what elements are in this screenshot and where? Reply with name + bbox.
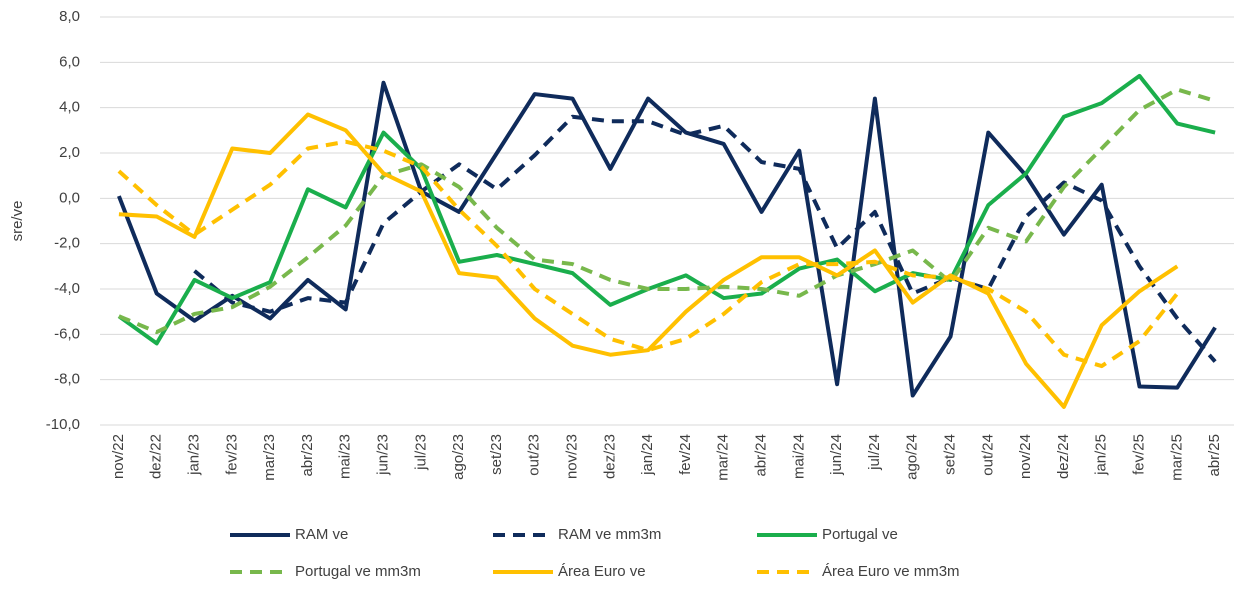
y-axis-label: sre/ve [9,201,26,242]
y-tick-label: 6,0 [59,53,80,70]
legend-label: RAM ve [295,526,348,543]
x-tick-label: jan/24 [639,434,656,476]
x-tick-label: out/23 [526,434,543,476]
x-tick-label: ago/24 [904,434,921,480]
legend-label: Área Euro ve [558,563,646,580]
x-tick-label: abr/25 [1206,434,1223,477]
x-tick-label: fev/25 [1130,434,1147,475]
x-tick-label: jan/23 [185,434,202,476]
series-line [118,87,1216,335]
y-tick-label: -8,0 [54,371,80,388]
x-tick-label: mar/24 [715,434,732,481]
y-tick-label: -2,0 [54,235,80,252]
x-tick-label: set/23 [488,434,505,475]
y-tick-label: -6,0 [54,325,80,342]
x-tick-label: dez/24 [1055,434,1072,479]
x-tick-label: jul/24 [866,434,883,471]
x-tick-label: jun/23 [374,434,391,476]
x-tick-label: nov/23 [563,434,580,479]
legend-label: Portugal ve mm3m [295,563,421,580]
x-tick-label: fev/24 [677,434,694,475]
x-tick-label: jun/24 [828,434,845,476]
y-tick-label: 4,0 [59,99,80,116]
y-tick-label: 8,0 [59,8,80,25]
x-tick-label: mai/24 [790,434,807,479]
x-tick-label: nov/24 [1017,434,1034,479]
x-tick-label: fev/23 [223,434,240,475]
x-tick-label: dez/22 [148,434,165,479]
x-tick-label: nov/22 [110,434,127,479]
x-tick-label: jul/23 [412,434,429,471]
legend-label: Portugal ve [822,526,898,543]
x-tick-label: jan/25 [1093,434,1110,476]
x-tick-label: mar/23 [261,434,278,481]
x-tick-label: dez/23 [601,434,618,479]
x-tick-label: out/24 [979,434,996,476]
y-tick-label: 0,0 [59,189,80,206]
legend-label: Área Euro ve mm3m [822,563,960,580]
x-tick-label: mai/23 [337,434,354,479]
y-tick-label: -10,0 [46,416,80,433]
y-tick-label: 2,0 [59,144,80,161]
y-tick-label: -4,0 [54,280,80,297]
series-line [117,139,1179,369]
series-line [118,112,1179,409]
legend-label: RAM ve mm3m [558,526,661,543]
series-line [193,114,1217,363]
x-tick-label: abr/24 [752,434,769,477]
x-tick-label: set/24 [941,434,958,475]
series-line [117,80,1217,398]
x-tick-label: abr/23 [299,434,316,477]
x-tick-label: mar/25 [1168,434,1185,481]
x-tick-label: ago/23 [450,434,467,480]
series-line [117,73,1216,346]
